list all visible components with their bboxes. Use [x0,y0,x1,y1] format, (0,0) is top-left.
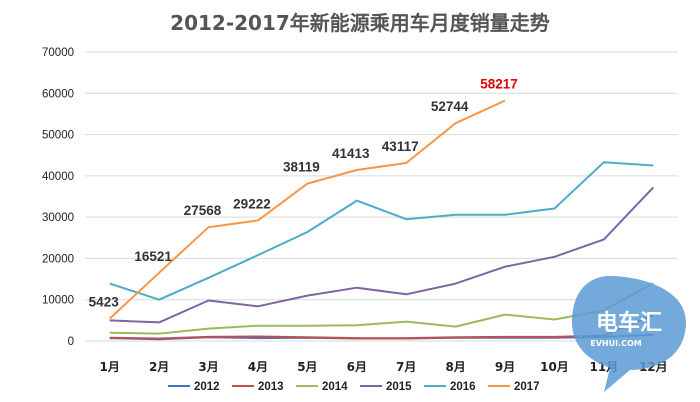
x-tick-label: 1月 [100,360,120,374]
data-label: 38119 [283,160,320,175]
series-line-2015 [109,186,655,324]
watermark-logo: 电车汇 EVHUI.COM [572,276,686,392]
y-tick-label: 70000 [42,47,74,59]
x-tick-label: 7月 [396,360,416,374]
x-tick-label: 9月 [495,360,515,374]
y-tick-label: 40000 [42,171,74,183]
legend-label: 2017 [514,381,540,393]
watermark-text: 电车汇 [596,310,662,336]
x-tick-label: 10月 [540,360,569,374]
x-tick-label: 6月 [347,360,367,374]
x-axis-ticks: 1月 2月 3月 4月 5月 6月 7月 8月 9月 10月 11月 12月 [100,360,668,374]
x-tick-label: 8月 [445,360,465,374]
y-tick-label: 60000 [42,88,74,100]
data-label: 16521 [134,249,172,264]
y-tick-label: 0 [68,336,74,348]
x-tick-label: 5月 [297,360,317,374]
data-label: 5423 [89,295,120,310]
data-label: 43117 [382,139,419,154]
data-labels: 5423 16521 27568 29222 38119 41413 43117 52744 5… [89,77,518,310]
watermark-subtext: EVHUI.COM [590,339,642,348]
data-label: 27568 [184,203,222,218]
data-label: 29222 [233,196,271,211]
series-line-2017 [109,99,506,320]
x-tick-label: 4月 [248,360,268,374]
y-tick-label: 30000 [42,212,74,224]
y-tick-label: 20000 [42,253,74,265]
data-label: 41413 [332,146,370,161]
legend: 2012 2013 2014 2015 2016 2017 [168,381,540,393]
legend-label: 2016 [450,381,476,393]
legend-label: 2013 [258,381,284,393]
y-axis-ticks: 0 10000 20000 30000 40000 50000 60000 70000 [42,47,74,348]
series-lines [109,99,655,341]
series-line-2014 [109,282,654,335]
chart-title: 2012-2017年新能源乘用车月度销量走势 [170,11,550,35]
y-tick-label: 10000 [42,295,74,307]
legend-label: 2015 [386,381,412,393]
gridlines [85,51,678,342]
watermark-bubble [572,276,686,392]
x-tick-label: 3月 [198,360,218,374]
legend-label: 2014 [322,381,348,393]
series-line-2013 [109,314,654,340]
legend-label: 2012 [194,381,220,393]
series-line-2016 [109,161,654,301]
y-tick-label: 50000 [42,130,74,142]
x-tick-label: 2月 [149,360,169,374]
data-label: 52744 [431,99,469,114]
data-label: 58217 [480,77,518,92]
